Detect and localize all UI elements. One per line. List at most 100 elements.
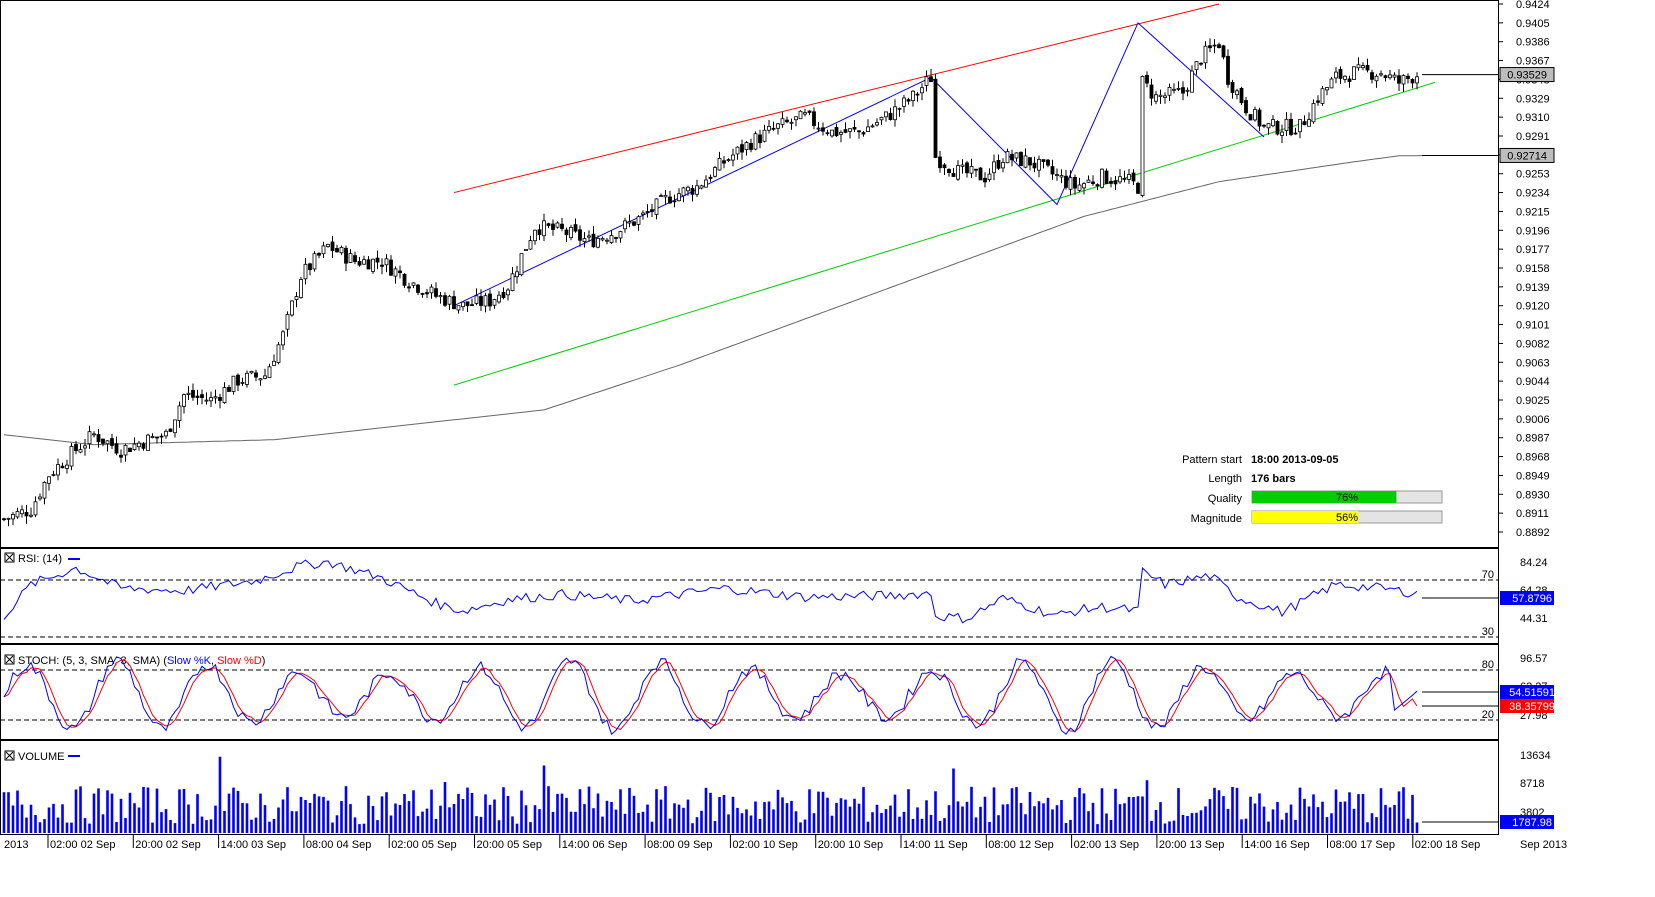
candle <box>42 481 47 505</box>
time-axis-label: 02:00 02 Sep <box>50 839 115 851</box>
price-axis-label: 0.9253 <box>1516 169 1550 181</box>
time-axis-label: 08:00 09 Sep <box>647 839 712 851</box>
volume-bar <box>1280 819 1284 833</box>
time-axis-label: 14:00 16 Sep <box>1244 839 1309 851</box>
candle <box>339 245 344 255</box>
candle <box>231 375 236 395</box>
time-axis-label: 20:00 10 Sep <box>818 839 883 851</box>
volume-bar <box>214 805 217 833</box>
volume-bar <box>655 789 658 833</box>
volume-bar <box>574 811 577 833</box>
candle <box>605 238 609 245</box>
volume-bar <box>1069 819 1072 833</box>
candle <box>708 174 713 182</box>
candle <box>843 122 848 134</box>
volume-bar <box>56 817 60 833</box>
price-axis-label: 0.9139 <box>1516 282 1550 294</box>
volume-bar <box>1249 796 1252 833</box>
candle <box>425 289 429 298</box>
candle <box>56 458 60 481</box>
volume-bar <box>916 807 919 833</box>
volume-bar <box>997 815 1000 833</box>
candle <box>600 236 605 242</box>
volume-bar <box>335 815 339 833</box>
volume-bar <box>200 816 204 833</box>
volume-bar <box>164 809 168 833</box>
candle <box>6 517 11 527</box>
time-axis: 2013 02:00 02 Sep 20:00 02 Sep 14:00 03 Sep… <box>4 835 1567 851</box>
volume-bar <box>664 786 667 833</box>
candle <box>204 392 209 405</box>
volume-bar <box>992 787 996 833</box>
candle <box>1284 112 1289 136</box>
volume-bar <box>277 807 280 833</box>
volume-bar <box>1159 802 1162 833</box>
volume-bar <box>1006 804 1009 833</box>
candle <box>951 168 956 177</box>
candle <box>888 107 893 121</box>
volume-bar <box>43 819 46 833</box>
volume-bar <box>362 823 366 833</box>
volume-bar <box>1267 821 1270 833</box>
volume-bar <box>88 823 91 833</box>
volume-bar <box>1330 813 1333 833</box>
volume-bar <box>857 803 861 833</box>
quality-fill <box>1252 491 1397 503</box>
price-axis-label: 0.9424 <box>1516 0 1550 11</box>
volume-bar <box>146 787 150 833</box>
candle <box>537 224 542 241</box>
price-axis-label: 0.8930 <box>1516 489 1550 501</box>
candle <box>470 298 474 307</box>
volume-axis-label-1: 13634 <box>1520 750 1551 762</box>
volume-bar <box>227 793 231 833</box>
volume-bar <box>1078 788 1081 833</box>
volume-bar <box>160 812 163 833</box>
volume-bar <box>763 802 766 833</box>
candle <box>1280 124 1284 143</box>
volume-bar <box>1060 800 1063 833</box>
volume-bar <box>794 811 798 833</box>
volume-bar <box>38 822 42 833</box>
volume-bar <box>1361 794 1365 833</box>
candle <box>717 151 722 171</box>
time-axis-label: 2013 <box>4 839 28 851</box>
volume-bar <box>1186 816 1189 833</box>
volume-bar <box>623 813 627 833</box>
candle <box>249 370 254 375</box>
volume-bar <box>223 811 226 833</box>
volume-bar <box>412 790 415 833</box>
candle <box>771 121 776 131</box>
candle <box>1271 115 1275 128</box>
volume-bar <box>979 806 982 833</box>
candle <box>290 300 294 317</box>
candle <box>1311 99 1316 124</box>
volume-current-box <box>1500 815 1554 829</box>
resistance-line <box>453 3 1220 194</box>
volume-bar <box>421 811 424 833</box>
candle <box>1361 62 1365 71</box>
volume-bar <box>52 803 55 833</box>
candle <box>1073 174 1077 195</box>
candle <box>317 252 321 259</box>
time-axis-label: 02:00 05 Sep <box>391 839 456 851</box>
volume-bar <box>304 800 307 833</box>
volume-bar <box>1046 797 1050 833</box>
volume-bar <box>551 811 555 833</box>
volume-bar <box>299 796 303 833</box>
candle <box>1226 49 1230 88</box>
candle <box>74 440 78 455</box>
volume-bar <box>952 768 955 833</box>
volume-bar <box>772 809 775 833</box>
volume-bar <box>353 817 357 833</box>
volume-bar <box>61 804 64 833</box>
volume-bar <box>452 804 456 833</box>
candle <box>105 440 110 452</box>
moving-average-line <box>3 155 1423 446</box>
volume-bar <box>1181 815 1185 833</box>
candle <box>1289 112 1293 137</box>
volume-bar <box>1177 788 1180 833</box>
candle <box>618 230 623 243</box>
candle <box>1379 70 1383 77</box>
volume-bar <box>475 816 478 833</box>
volume-bar <box>1303 798 1306 833</box>
